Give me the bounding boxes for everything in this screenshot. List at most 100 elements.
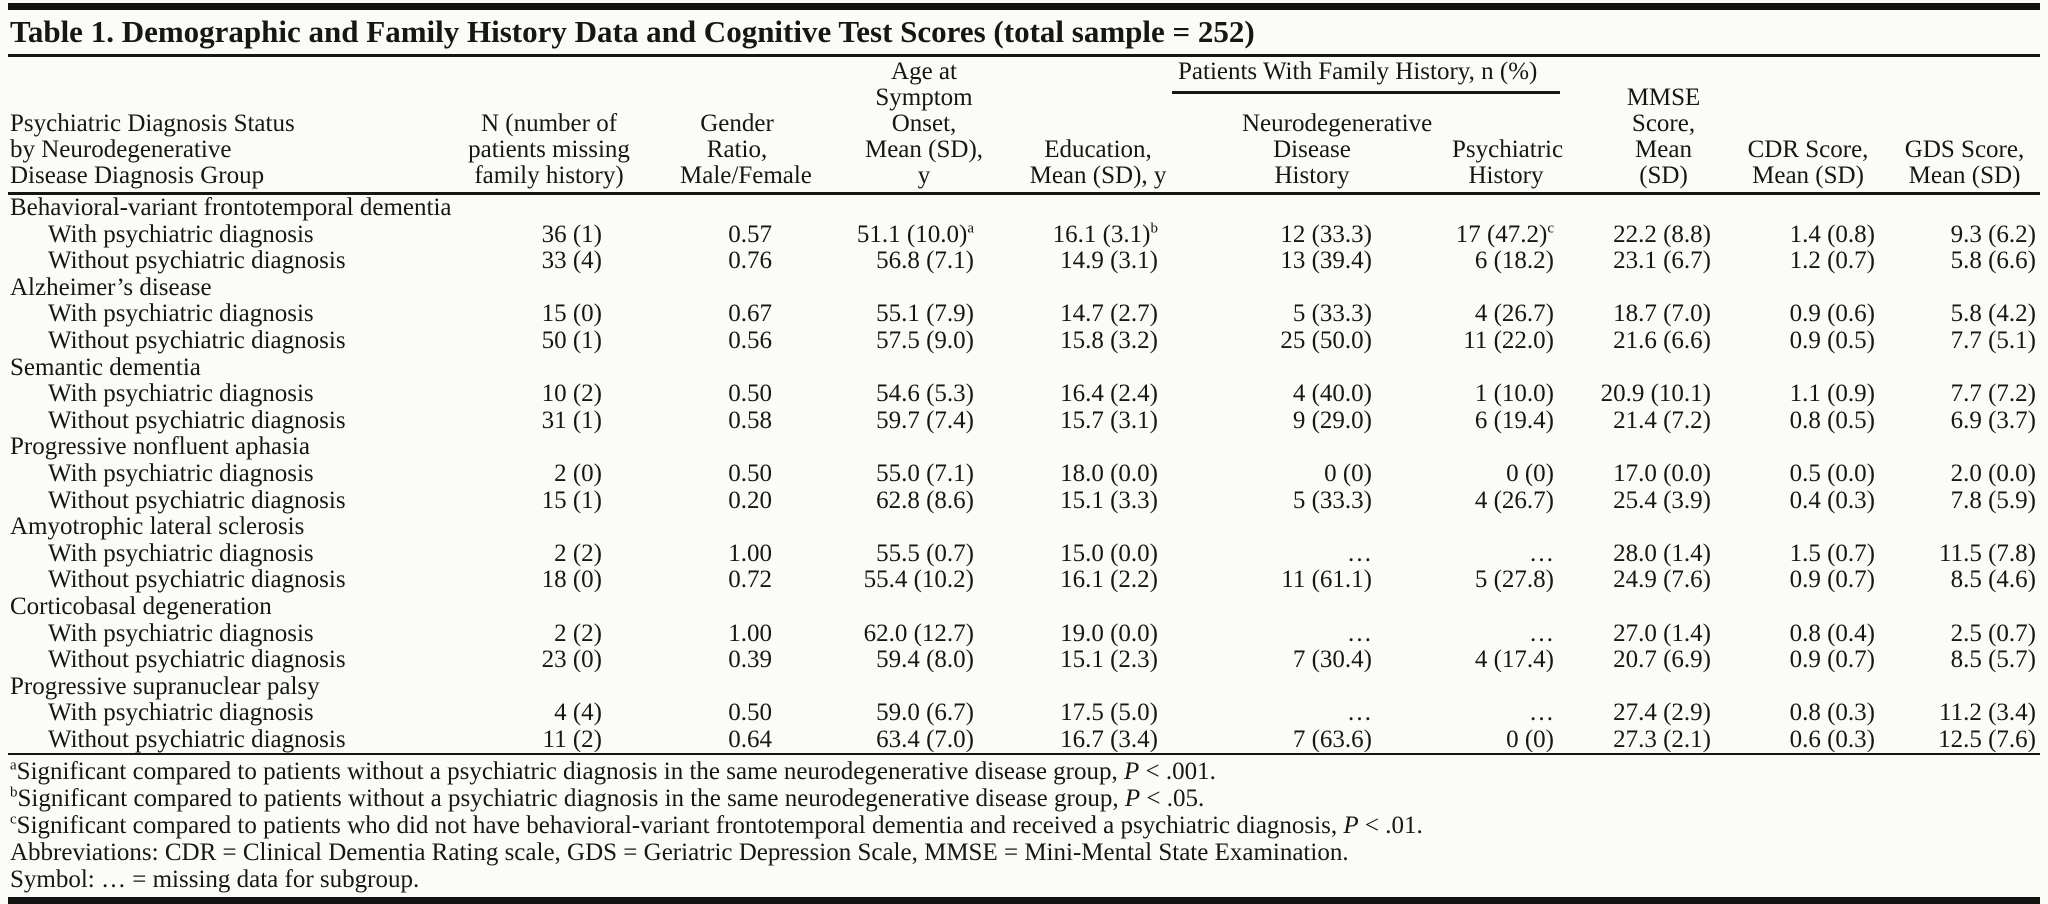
disease-group-row: Behavioral-variant frontotemporal dement… (8, 194, 2040, 222)
value-cell: … (1529, 539, 1555, 567)
value-cell: 20.7 (6.9) (1613, 646, 1712, 674)
value-cell: 0.9 (0.7) (1789, 646, 1876, 674)
disease-group-row: Semantic dementia (8, 353, 2040, 382)
value-cell: 5 (27.8) (1474, 566, 1555, 594)
value-cell: 7.7 (5.1) (1950, 326, 2037, 354)
value-cell: 16.1 (3.1)b (1052, 220, 1158, 248)
row-label: Without psychiatric diagnosis (48, 566, 346, 594)
value-cell: 54.6 (5.3) (876, 380, 974, 408)
value-cell: 7 (30.4) (1292, 646, 1372, 674)
value-cell: 55.0 (7.1) (876, 459, 974, 487)
row-label: With psychiatric diagnosis (48, 699, 314, 727)
value-cell: 0.8 (0.3) (1789, 699, 1876, 727)
subgroup-data-row: Without psychiatric diagnosis 50 (1) 0.56 5… (8, 326, 2040, 355)
value-cell: 12.5 (7.6) (1938, 725, 2037, 753)
value-cell: 8.5 (5.7) (1950, 646, 2037, 674)
value-cell: 5 (33.3) (1292, 300, 1372, 328)
value-cell: 6 (19.4) (1474, 406, 1555, 434)
value-cell: 33 (4) (541, 247, 602, 275)
value-cell: 0.72 (728, 566, 772, 594)
subgroup-data-row: Without psychiatric diagnosis 15 (1) 0.20 6… (8, 486, 2040, 515)
subgroup-data-row: With psychiatric diagnosis 15 (0) 0.67 55.1… (8, 301, 2040, 328)
row-label: Without psychiatric diagnosis (48, 725, 346, 753)
value-cell: 27.3 (2.1) (1613, 725, 1712, 753)
disease-group-row: Amyotrophic lateral sclerosis (8, 514, 2040, 541)
row-label: With psychiatric diagnosis (48, 619, 314, 647)
value-cell: 9 (29.0) (1292, 406, 1372, 434)
col-header-education: Education, Mean (SD), y (1029, 136, 1167, 189)
value-cell: 2 (2) (554, 619, 602, 647)
value-cell: 15 (1) (541, 486, 602, 514)
footnote-line: Abbreviations: CDR = Clinical Dementia R… (10, 839, 1349, 867)
value-cell: 11 (2) (542, 725, 602, 753)
subgroup-data-row: With psychiatric diagnosis 2 (2) 1.00 55.5 … (8, 539, 2040, 568)
value-cell: 0.9 (0.7) (1789, 566, 1876, 594)
footnote-marker: a (10, 758, 17, 775)
col-header-mmse: MMSE Score, Mean (SD) (1626, 84, 1701, 189)
value-cell: 57.5 (9.0) (876, 326, 974, 354)
disease-group-label: Amyotrophic lateral sclerosis (10, 513, 305, 541)
value-cell: 4 (40.0) (1292, 380, 1372, 408)
value-cell: 0.4 (0.3) (1789, 486, 1876, 514)
value-cell: 27.4 (2.9) (1613, 699, 1712, 727)
value-cell: 10 (2) (541, 380, 602, 408)
col-header-n-missing: N (number of patients missing family his… (468, 110, 630, 189)
value-cell: 0.6 (0.3) (1789, 725, 1876, 753)
value-cell: 18.0 (0.0) (1060, 459, 1158, 487)
value-cell: 0.8 (0.4) (1789, 619, 1876, 647)
disease-group-label: Progressive supranuclear palsy (10, 672, 320, 700)
value-cell: 1.4 (0.8) (1789, 220, 1876, 248)
disease-group-label: Progressive nonfluent aphasia (10, 433, 310, 461)
value-cell: 0.76 (728, 247, 772, 275)
value-cell: 56.8 (7.1) (876, 247, 974, 275)
value-cell: 0.5 (0.0) (1789, 459, 1876, 487)
value-cell: 1 (10.0) (1474, 380, 1555, 408)
value-cell: 11.5 (7.8) (1939, 539, 2037, 567)
value-cell: 0 (0) (1324, 459, 1372, 487)
disease-group-label: Semantic dementia (10, 353, 201, 381)
value-cell: 2.5 (0.7) (1950, 619, 2037, 647)
col-header-psych-history: Psychiatric History (1452, 136, 1564, 189)
value-cell: 0.9 (0.6) (1789, 300, 1876, 328)
disease-group-label: Alzheimer’s disease (10, 273, 212, 301)
bottom-rule (8, 897, 2040, 904)
value-cell: 25 (50.0) (1280, 326, 1372, 354)
table-title: Table 1. Demographic and Family History … (10, 14, 1255, 49)
subgroup-data-row: Without psychiatric diagnosis 23 (0) 0.39 5… (8, 646, 2040, 674)
subgroup-data-row: With psychiatric diagnosis 10 (2) 0.50 54.6… (8, 381, 2040, 408)
disease-group-row: Progressive nonfluent aphasia (8, 434, 2040, 461)
value-cell: 59.0 (6.7) (876, 699, 974, 727)
value-cell: 4 (26.7) (1474, 300, 1555, 328)
subgroup-data-row: With psychiatric diagnosis 2 (2) 1.00 62.0 … (8, 619, 2040, 648)
value-cell: 15.1 (2.3) (1060, 646, 1158, 674)
row-label: Without psychiatric diagnosis (48, 326, 346, 354)
value-cell: 27.0 (1.4) (1613, 619, 1712, 647)
value-cell: 11 (61.1) (1281, 566, 1372, 594)
value-cell: 18 (0) (541, 566, 602, 594)
value-cell: 11 (22.0) (1463, 326, 1555, 354)
value-cell: 15.1 (3.3) (1060, 486, 1158, 514)
subgroup-data-row: Without psychiatric diagnosis 33 (4) 0.76 5… (8, 248, 2040, 275)
value-cell: 17 (47.2)c (1455, 220, 1555, 248)
col-header-stub: Psychiatric Diagnosis Status by Neurodeg… (10, 110, 295, 189)
footnote-line: cSignificant compared to patients who di… (10, 812, 1423, 840)
value-cell: 16.1 (2.2) (1060, 566, 1158, 594)
value-cell: 5 (33.3) (1292, 486, 1372, 514)
disease-group-row: Corticobasal degeneration (8, 593, 2040, 621)
value-cell: 50 (1) (541, 326, 602, 354)
value-cell: 1.5 (0.7) (1789, 539, 1876, 567)
disease-group-row: Progressive supranuclear palsy (8, 672, 2040, 701)
value-cell: 5.8 (4.2) (1950, 300, 2037, 328)
value-cell: 23.1 (6.7) (1613, 247, 1712, 275)
value-cell: 11.2 (3.4) (1939, 699, 2037, 727)
value-cell: 55.5 (0.7) (876, 539, 974, 567)
header-row-2: Neurodegenerative Disease History Psychi… (8, 92, 2040, 193)
value-cell: 55.1 (7.9) (876, 300, 974, 328)
significance-marker: a (967, 220, 974, 237)
footnote-marker: b (10, 785, 18, 802)
value-cell: 2.0 (0.0) (1950, 459, 2037, 487)
value-cell: 13 (39.4) (1280, 247, 1372, 275)
value-cell: 36 (1) (541, 220, 602, 248)
col-header-neuro-history: Neurodegenerative Disease History (1242, 110, 1433, 189)
value-cell: 0.57 (728, 220, 772, 248)
